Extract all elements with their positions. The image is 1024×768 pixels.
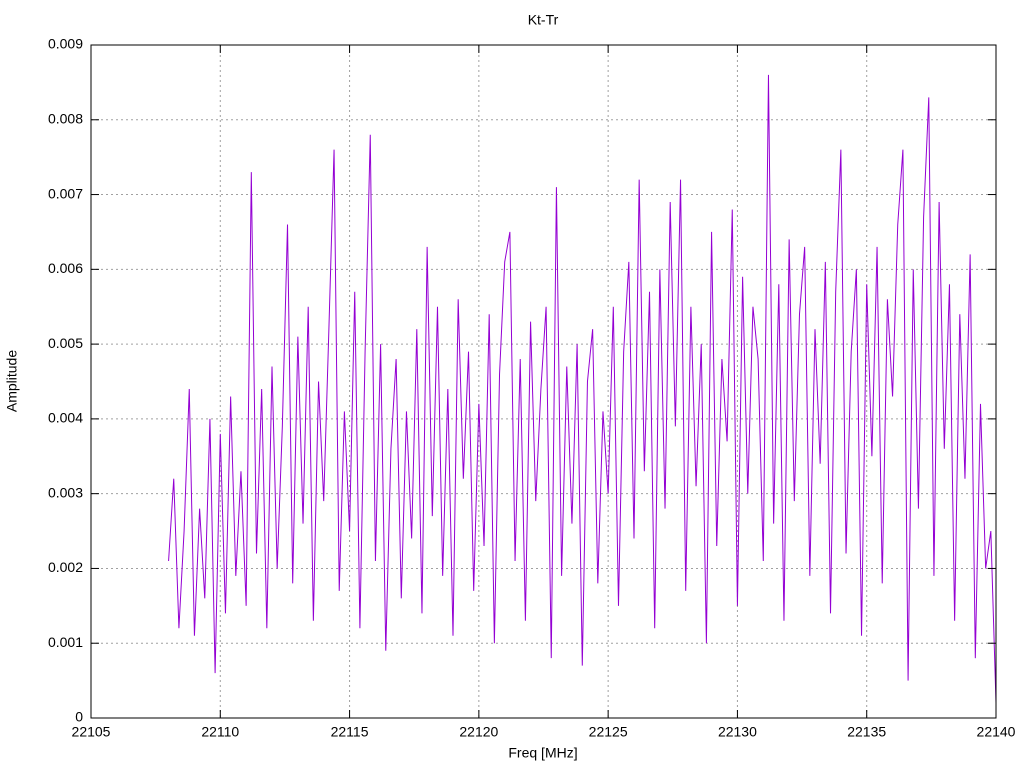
y-tick-label: 0.002 <box>48 559 83 575</box>
x-tick-label: 22125 <box>589 724 628 740</box>
plot-frame <box>90 44 997 719</box>
y-tick-label: 0.009 <box>48 36 83 52</box>
grid <box>90 44 997 719</box>
x-tick-label: 22120 <box>459 724 498 740</box>
x-tick-label: 22130 <box>718 724 757 740</box>
x-tick-label: 22110 <box>201 724 239 740</box>
y-tick-label: 0.001 <box>48 634 83 650</box>
y-tick-label: 0.005 <box>48 335 83 351</box>
x-tick-label: 22105 <box>72 724 111 740</box>
x-tick-label: 22115 <box>331 724 369 740</box>
y-tick-label: 0.004 <box>48 410 83 426</box>
x-tick-label: 22140 <box>977 724 1016 740</box>
y-tick-label: 0.008 <box>48 110 83 126</box>
x-tick-label: 22135 <box>847 724 886 740</box>
y-tick-label: 0 <box>75 709 83 725</box>
y-tick-label: 0.003 <box>48 484 83 500</box>
y-tick-label: 0.006 <box>48 260 83 276</box>
x-axis-label: Freq [MHz] <box>508 745 577 761</box>
y-axis-label: Amplitude <box>4 350 20 412</box>
data-line <box>168 74 997 704</box>
y-tick-label: 0.007 <box>48 185 83 201</box>
plot-area <box>168 74 997 704</box>
chart-title: Kt-Tr <box>528 12 559 28</box>
